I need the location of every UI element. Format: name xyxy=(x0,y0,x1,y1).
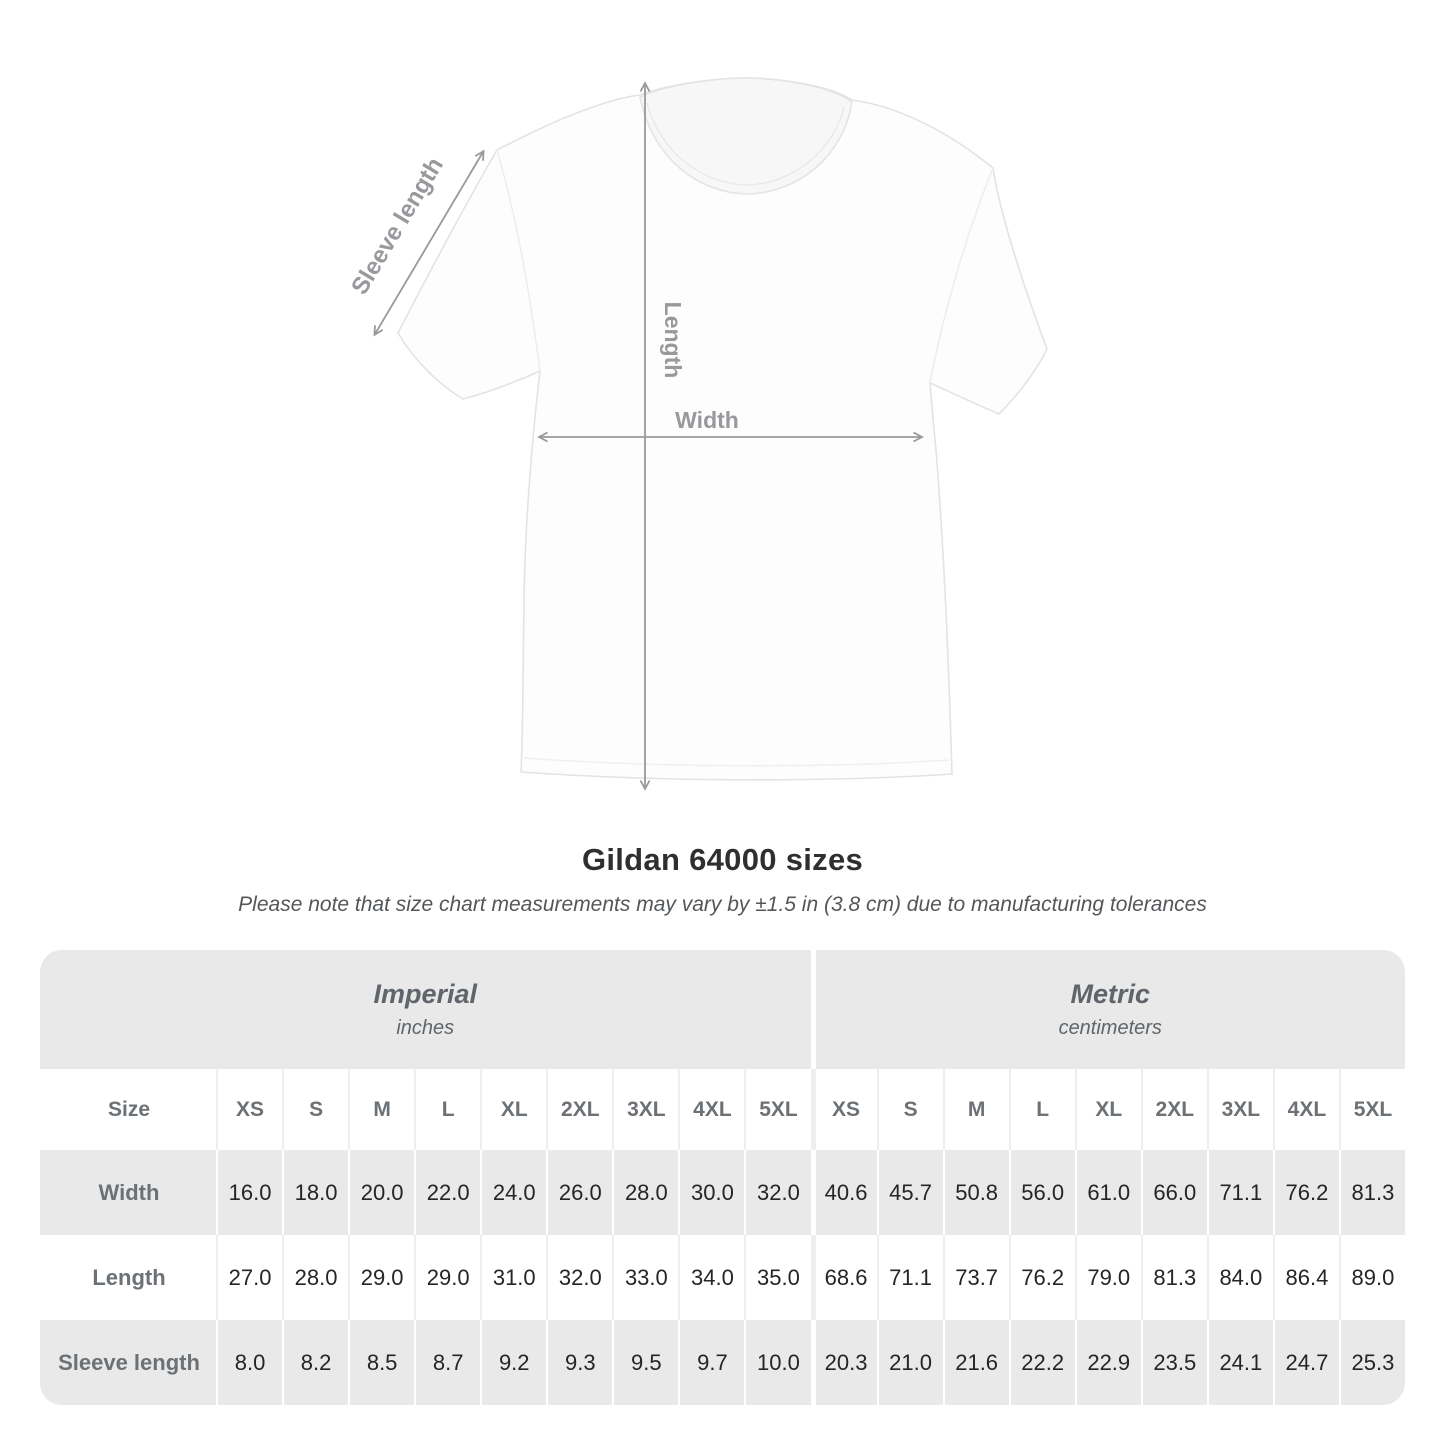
table-cell: 61.0 xyxy=(1074,1150,1141,1235)
table-cell: 45.7 xyxy=(876,1150,943,1235)
size-header-metric-xs: XS xyxy=(810,1069,877,1150)
table-cell: 21.6 xyxy=(942,1320,1009,1405)
size-header-metric-s: S xyxy=(876,1069,943,1150)
table-cell: 79.0 xyxy=(1074,1235,1141,1320)
table-cell: 81.3 xyxy=(1338,1150,1405,1235)
table-cell: 20.0 xyxy=(348,1150,415,1235)
table-cell: 9.5 xyxy=(612,1320,679,1405)
table-cell: 76.2 xyxy=(1272,1150,1339,1235)
row-label-sleeve-length: Sleeve length xyxy=(40,1320,216,1405)
table-cell: 22.2 xyxy=(1008,1320,1075,1405)
table-cell: 56.0 xyxy=(1008,1150,1075,1235)
table-cell: 32.0 xyxy=(546,1235,613,1320)
table-cell: 26.0 xyxy=(546,1150,613,1235)
table-cell: 40.6 xyxy=(810,1150,877,1235)
table-cell: 8.7 xyxy=(414,1320,481,1405)
size-header-imperial-xl: XL xyxy=(480,1069,547,1150)
table-cell: 29.0 xyxy=(414,1235,481,1320)
size-header-imperial-2xl: 2XL xyxy=(546,1069,613,1150)
table-cell: 71.1 xyxy=(1206,1150,1273,1235)
size-table: Imperial inches Metric centimeters Size XS S M L… xyxy=(40,950,1405,1405)
table-cell: 9.3 xyxy=(546,1320,613,1405)
table-cell: 22.0 xyxy=(414,1150,481,1235)
table-cell: 32.0 xyxy=(744,1150,811,1235)
row-label-width: Width xyxy=(40,1150,216,1235)
table-cell: 68.6 xyxy=(810,1235,877,1320)
table-cell: 24.7 xyxy=(1272,1320,1339,1405)
table-cell: 71.1 xyxy=(876,1235,943,1320)
table-cell: 76.2 xyxy=(1008,1235,1075,1320)
page-title: Gildan 64000 sizes xyxy=(581,842,864,877)
table-cell: 9.2 xyxy=(480,1320,547,1405)
group-name: Metric xyxy=(1070,979,1151,1009)
sleeve-length-arrow xyxy=(373,149,485,337)
table-cell: 10.0 xyxy=(744,1320,811,1405)
size-header-imperial-4xl: 4XL xyxy=(678,1069,745,1150)
table-cell: 27.0 xyxy=(216,1235,283,1320)
size-header-metric-4xl: 4XL xyxy=(1272,1069,1339,1150)
group-name: Imperial xyxy=(373,979,478,1009)
table-cell: 8.2 xyxy=(282,1320,349,1405)
tolerance-note: Please note that size chart measurements… xyxy=(238,893,1207,916)
table-cell: 33.0 xyxy=(612,1235,679,1320)
length-label: Length xyxy=(660,302,686,379)
size-header-imperial-m: M xyxy=(348,1069,415,1150)
table-cell: 20.3 xyxy=(810,1320,877,1405)
table-cell: 8.0 xyxy=(216,1320,283,1405)
table-cell: 81.3 xyxy=(1140,1235,1207,1320)
table-cell: 24.1 xyxy=(1206,1320,1273,1405)
table-cell: 8.5 xyxy=(348,1320,415,1405)
group-header-metric: Metric centimeters xyxy=(810,950,1405,1069)
size-header-metric-5xl: 5XL xyxy=(1338,1069,1405,1150)
table-cell: 22.9 xyxy=(1074,1320,1141,1405)
group-unit: centimeters xyxy=(1058,1017,1162,1039)
group-unit: inches xyxy=(396,1017,455,1039)
table-cell: 16.0 xyxy=(216,1150,283,1235)
tshirt-measurement-diagram: Sleeve length Length Width xyxy=(346,77,1048,791)
group-header-imperial: Imperial inches xyxy=(40,950,811,1069)
size-column-header: Size xyxy=(40,1069,216,1150)
size-header-metric-m: M xyxy=(942,1069,1009,1150)
size-header-imperial-3xl: 3XL xyxy=(612,1069,679,1150)
size-header-metric-xl: XL xyxy=(1074,1069,1141,1150)
table-cell: 86.4 xyxy=(1272,1235,1339,1320)
table-cell: 35.0 xyxy=(744,1235,811,1320)
row-label-length: Length xyxy=(40,1235,216,1320)
table-cell: 24.0 xyxy=(480,1150,547,1235)
table-cell: 31.0 xyxy=(480,1235,547,1320)
table-cell: 25.3 xyxy=(1338,1320,1405,1405)
table-cell: 66.0 xyxy=(1140,1150,1207,1235)
table-cell: 28.0 xyxy=(282,1235,349,1320)
table-cell: 21.0 xyxy=(876,1320,943,1405)
table-cell: 28.0 xyxy=(612,1150,679,1235)
table-cell: 84.0 xyxy=(1206,1235,1273,1320)
table-cell: 73.7 xyxy=(942,1235,1009,1320)
size-header-imperial-xs: XS xyxy=(216,1069,283,1150)
table-cell: 34.0 xyxy=(678,1235,745,1320)
table-cell: 29.0 xyxy=(348,1235,415,1320)
size-header-metric-2xl: 2XL xyxy=(1140,1069,1207,1150)
size-header-imperial-l: L xyxy=(414,1069,481,1150)
tshirt-illustration xyxy=(397,77,1048,781)
table-cell: 89.0 xyxy=(1338,1235,1405,1320)
table-cell: 18.0 xyxy=(282,1150,349,1235)
size-header-imperial-5xl: 5XL xyxy=(744,1069,811,1150)
size-header-metric-l: L xyxy=(1008,1069,1075,1150)
table-cell: 30.0 xyxy=(678,1150,745,1235)
width-label: Width xyxy=(675,407,739,433)
collar xyxy=(639,77,853,195)
table-cell: 50.8 xyxy=(942,1150,1009,1235)
table-cell: 23.5 xyxy=(1140,1320,1207,1405)
table-cell: 9.7 xyxy=(678,1320,745,1405)
size-header-imperial-s: S xyxy=(282,1069,349,1150)
size-header-metric-3xl: 3XL xyxy=(1206,1069,1273,1150)
